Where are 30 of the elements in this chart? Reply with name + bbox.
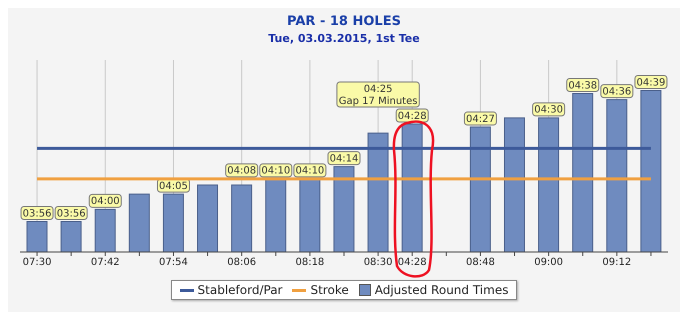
data-label: 04:05	[159, 180, 188, 192]
x-tick-label: 07:54	[159, 257, 188, 268]
x-tick-label: 04:28	[398, 257, 427, 268]
x-tick-label: 08:06	[227, 257, 256, 268]
data-label: 04:28	[398, 110, 427, 122]
legend-label: Stroke	[309, 283, 349, 297]
data-label: 04:08	[227, 166, 256, 177]
data-label: 04:25 Gap 17 Minutes	[338, 84, 418, 107]
data-label: 04:14	[330, 153, 358, 164]
legend-label: Stableford/Par	[196, 283, 282, 297]
chart-subtitle: Tue, 03.03.2015, 1st Tee	[267, 32, 421, 45]
data-label: 04:38	[568, 80, 598, 92]
x-tick-label: 08:30	[364, 257, 393, 268]
data-label: 04:10	[295, 166, 324, 177]
x-tick-label: 09:00	[534, 257, 564, 268]
data-label: 04:10	[261, 166, 290, 177]
x-tick-label: 08:48	[466, 257, 495, 268]
data-label: 03:56	[22, 208, 52, 220]
chart-title: PAR - 18 HOLES	[286, 14, 402, 29]
data-label: 04:36	[602, 86, 632, 98]
data-label: 03:56	[56, 208, 86, 220]
data-label: 04:30	[534, 104, 564, 116]
x-tick-label: 07:42	[90, 257, 120, 268]
data-label: 04:00	[90, 196, 120, 208]
data-label: 04:39	[636, 77, 666, 88]
legend-label: Adjusted Round Times	[374, 283, 508, 297]
x-tick-label: 08:18	[295, 257, 324, 268]
x-tick-label: 09:12	[602, 257, 632, 268]
x-tick-label: 07:30	[22, 257, 52, 268]
data-label: 04:27	[466, 114, 495, 125]
